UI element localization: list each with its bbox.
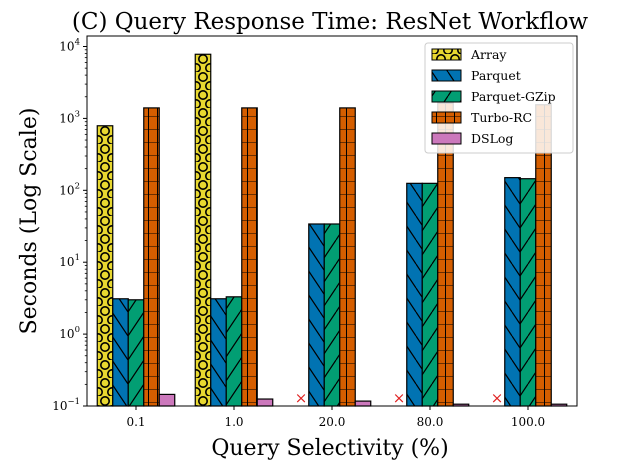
legend-parquet-gzip-swatch-outline (431, 90, 462, 103)
legend-turbo-rc-label: Turbo-RC (471, 110, 532, 125)
legend-array-label: Array (470, 47, 507, 62)
legend-parquet-swatch-hatch (432, 70, 461, 81)
missing-marker-array-80-0: × (393, 389, 406, 407)
x-tick-label: 100.0 (511, 415, 545, 429)
y-tick-label: 10−1 (52, 397, 80, 413)
bar-turbo-rc-20-0-hatch (339, 107, 356, 407)
y-tick-label: 100 (59, 325, 80, 341)
bar-dslog-20-0 (355, 401, 371, 406)
legend-dslog-swatch-outline (431, 132, 462, 145)
bar-dslog-80-0 (453, 404, 469, 406)
x-tick-label: 80.0 (417, 415, 444, 429)
bar-array-1-0-hatch (195, 54, 211, 406)
bar-turbo-rc-100-0-hatch (535, 104, 552, 407)
y-tick-label: 101 (59, 253, 80, 269)
legend-parquet-gzip-label: Parquet-GZip (471, 89, 556, 104)
bar-parquet-80-0-hatch (406, 183, 423, 406)
legend-dslog-label: DSLog (471, 131, 513, 146)
missing-marker-array-100-0: × (491, 389, 504, 407)
bar-parquet-gzip-0-1-hatch (128, 299, 144, 406)
bar-parquet-1-0-hatch (210, 298, 227, 406)
x-axis-title: Query Selectivity (%) (211, 436, 448, 461)
bar-dslog-100-0 (551, 404, 567, 406)
bar-array-0-1-hatch (97, 125, 113, 406)
legend-parquet-gzip-swatch-hatch (432, 91, 461, 102)
legend-array-swatch-outline (431, 48, 462, 61)
y-tick-label: 103 (59, 109, 80, 125)
bar-parquet-gzip-80-0-hatch (422, 183, 438, 406)
bar-dslog-1-0 (257, 399, 273, 406)
legend-turbo-rc-swatch-hatch (432, 112, 461, 123)
bar-parquet-0-1-hatch (112, 298, 129, 406)
legend-array-swatch-hatch (432, 49, 461, 60)
bar-parquet-gzip-1-0-hatch (226, 296, 242, 406)
missing-markers: × × × (295, 389, 504, 407)
bar-dslog-0-1 (159, 394, 175, 406)
bar-parquet-gzip-20-0-hatch (324, 223, 340, 406)
bar-turbo-rc-0-1-hatch (143, 107, 160, 407)
x-axis: 0.1 1.0 20.0 80.0 100.0 (126, 406, 545, 429)
bar-turbo-rc-1-0-hatch (241, 107, 258, 407)
missing-marker-array-20-0: × (295, 389, 308, 407)
y-tick-label: 104 (59, 38, 80, 54)
x-tick-label: 0.1 (126, 415, 145, 429)
x-tick-label: 20.0 (319, 415, 346, 429)
legend-dslog-swatch (432, 133, 461, 144)
chart-title: (C) Query Response Time: ResNet Workflow (72, 9, 589, 35)
bar-turbo-rc-80-0-hatch (437, 102, 454, 407)
y-tick-label: 102 (59, 181, 80, 197)
legend-parquet-swatch-outline (431, 69, 462, 82)
bars-layer (96, 53, 568, 407)
y-axis: 10−1 100 101 102 103 104 (52, 38, 87, 413)
legend: Array Parquet Parquet-GZip Turbo-RC DSLog (424, 42, 574, 154)
x-tick-label: 1.0 (224, 415, 243, 429)
y-axis-title: Seconds (Log Scale) (17, 108, 42, 335)
legend-turbo-rc-swatch-outline (431, 111, 462, 124)
bar-parquet-20-0-hatch (308, 223, 325, 406)
legend-box (424, 42, 574, 154)
legend-parquet-label: Parquet (471, 68, 521, 83)
bar-parquet-gzip-100-0-hatch (520, 178, 536, 406)
bar-parquet-100-0-hatch (504, 177, 521, 406)
